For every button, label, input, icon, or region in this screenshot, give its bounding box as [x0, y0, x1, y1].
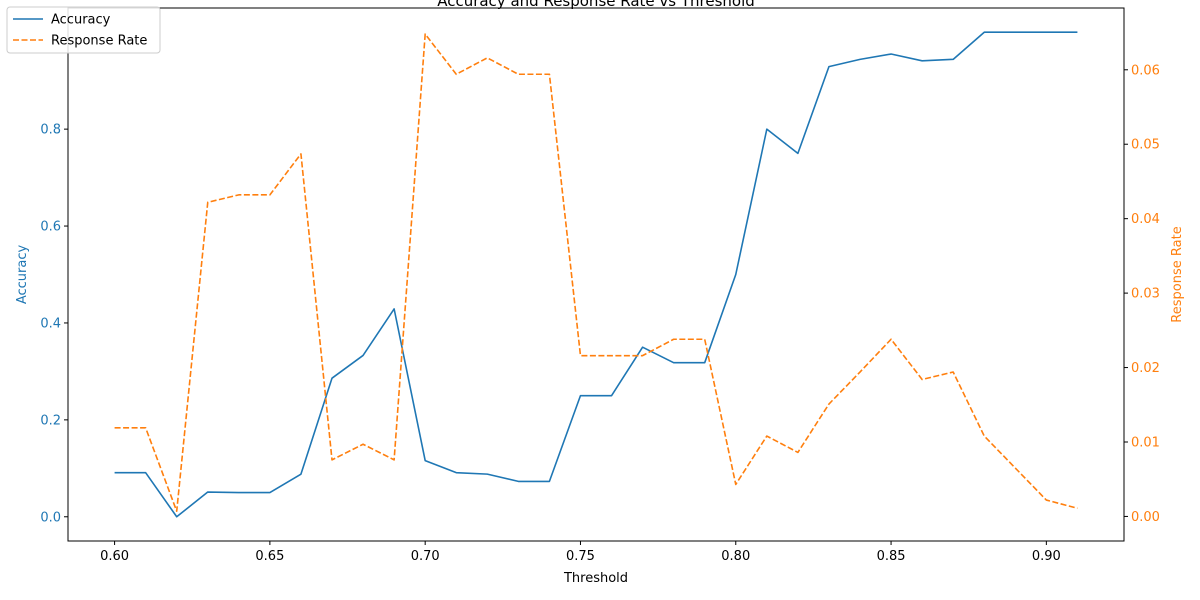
y-left-tick-label: 0.4	[40, 316, 61, 331]
y-left-tick-label: 0.2	[40, 413, 61, 428]
series-line-accuracy	[114, 31, 1078, 518]
x-tick-label: 0.85	[877, 549, 906, 564]
x-axis-label: Threshold	[563, 571, 628, 586]
y-right-tick-label: 0.00	[1131, 510, 1160, 525]
y-right-tick-label: 0.04	[1131, 212, 1160, 227]
y-right-tick-label: 0.01	[1131, 435, 1160, 450]
y-right-tick-label: 0.02	[1131, 361, 1160, 376]
x-tick-label: 0.65	[255, 549, 284, 564]
series-line-response-rate	[114, 33, 1078, 513]
y-left-tick-label: 0.8	[40, 123, 61, 138]
legend: Accuracy Response Rate	[6, 6, 161, 54]
legend-entry-accuracy: Accuracy	[51, 13, 111, 28]
y-axis-left-label: Accuracy	[15, 245, 30, 305]
plot-frame	[67, 7, 1125, 542]
y-right-tick-label: 0.03	[1131, 287, 1160, 302]
y-left-tick-label: 0.6	[40, 220, 61, 235]
legend-box	[6, 6, 161, 54]
y-right-tick-label: 0.05	[1131, 138, 1160, 153]
x-tick-label: 0.80	[721, 549, 750, 564]
x-tick-label: 0.60	[100, 549, 129, 564]
y-right-tick-label: 0.06	[1131, 63, 1160, 78]
legend-entry-response-rate: Response Rate	[51, 34, 147, 49]
y-axis-right-label: Response Rate	[1170, 226, 1185, 322]
y-left-tick-label: 0.0	[40, 510, 61, 525]
x-tick-label: 0.70	[411, 549, 440, 564]
plot-area: 0.60 0.65 0.70 0.75 0.80 0.85 0.90 0.0 0.2 0.4 0.6…	[40, 7, 1160, 564]
x-tick-label: 0.75	[566, 549, 595, 564]
x-tick-label: 0.90	[1032, 549, 1061, 564]
chart-title: Accuracy and Response Rate vs Threshold	[437, 0, 755, 10]
